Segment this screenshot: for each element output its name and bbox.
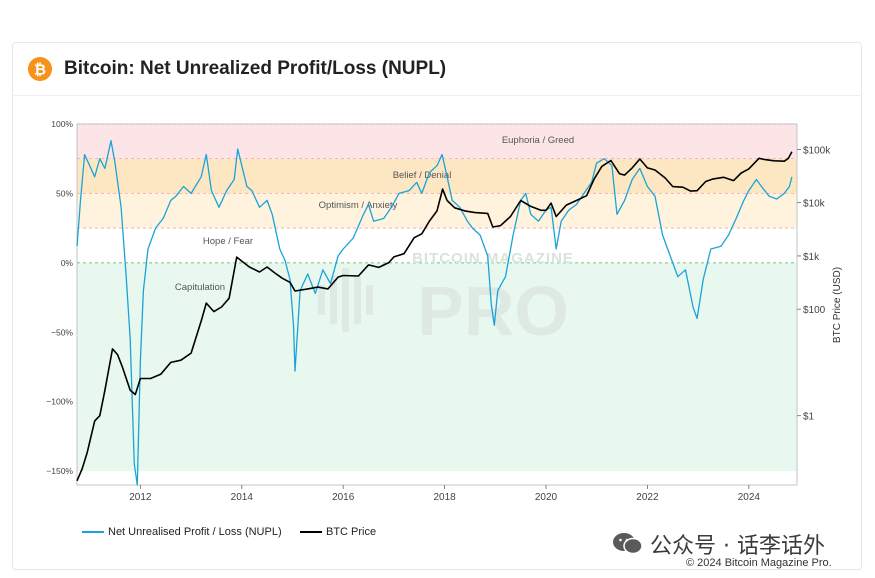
series-line-btc-price [76,151,793,482]
y-left-tick-2: 0% [61,258,74,268]
watermark-logo-bar-1 [330,276,337,324]
watermark-logo-bar-3 [354,276,361,324]
legend-item-price[interactable]: BTC Price [300,526,376,538]
svg-text:₿: ₿ [34,61,46,79]
zone-label-2: Optimism / Anxiety [319,200,398,211]
legend-label-price: BTC Price [326,526,377,538]
chart-header: ₿ Bitcoin: Net Unrealized Profit/Loss (N… [12,42,862,96]
watermark-logo-bar-2 [342,268,349,332]
y-right-tick-2: $1k [803,252,820,263]
watermark-logo-bar-4 [366,285,373,315]
x-tick-label-2024: 2024 [738,492,761,503]
legend-swatch-price [300,531,322,534]
zone-label-0: Euphoria / Greed [502,135,574,146]
x-tick-label-2016: 2016 [332,492,355,503]
legend-swatch-nupl [82,531,104,534]
x-tick-label-2014: 2014 [231,492,254,503]
zone-band-4 [77,262,797,472]
x-tick-label-2018: 2018 [433,492,456,503]
legend-label-nupl: Net Unrealised Profit / Loss (NUPL) [108,526,282,538]
y-right-tick-4: $100k [803,145,831,156]
zone-label-1: Belief / Denial [393,170,452,181]
copyright-text: © 2024 Bitcoin Magazine Pro. [686,557,832,569]
x-tick-label-2020: 2020 [535,492,558,503]
y-left-tick-1: 50% [56,188,73,198]
y-right-tick-3: $10k [803,199,826,210]
x-tick-label-2022: 2022 [636,492,659,503]
y-left-tick-4: −100% [46,397,73,407]
series-line-nupl [76,140,793,486]
watermark-logo-bar-0 [318,285,325,315]
y-right-tick-0: $1 [803,412,815,423]
zone-band-0 [77,124,797,159]
zone-band-3 [77,228,797,263]
y-left-tick-5: −150% [46,466,73,476]
plot-frame [76,123,798,486]
legend-item-nupl[interactable]: Net Unrealised Profit / Loss (NUPL) [82,526,282,538]
watermark-line1: BITCOIN MAGAZINE [412,250,574,267]
y-right-tick-1: $100 [803,305,826,316]
y-right-axis-label: BTC Price (USD) [832,267,843,343]
bitcoin-icon: ₿ [28,57,52,81]
zone-label-4: Capitulation [175,282,225,293]
watermark-line2: PRO [417,272,569,350]
wechat-account-label: 公众号 · 话李话外 [650,534,825,559]
x-tick-label-2012: 2012 [129,492,152,503]
y-left-tick-0: 100% [51,119,73,129]
zone-label-3: Hope / Fear [203,236,253,247]
page-title: Bitcoin: Net Unrealized Profit/Loss (NUP… [64,58,447,79]
wechat-icon [613,533,643,554]
y-left-tick-3: −50% [51,327,73,337]
